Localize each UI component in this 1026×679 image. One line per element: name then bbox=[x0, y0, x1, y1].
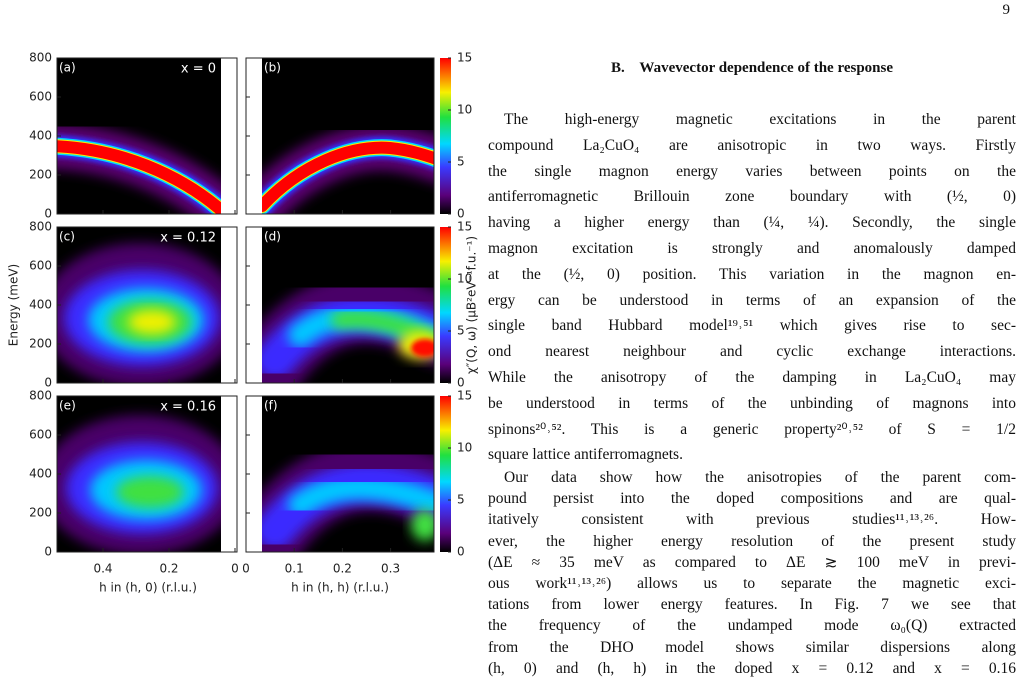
panel-label: (f) bbox=[264, 399, 278, 413]
panel-annotation: x = 0 bbox=[181, 62, 216, 77]
y-tick-label: 0 bbox=[44, 207, 52, 221]
text-line: While the anisotropy of the damping in L… bbox=[488, 369, 1016, 386]
y-tick-label: 400 bbox=[29, 467, 52, 481]
y-tick-label: 800 bbox=[29, 220, 52, 234]
x-tick-label: 0.4 bbox=[93, 562, 112, 576]
figure: Energy (meV) χ″(Q, ω) (μB²eV⁻¹f.u.⁻¹) h … bbox=[7, 51, 479, 595]
text-line: magnon excitation is strongly and anomal… bbox=[488, 240, 1016, 257]
text-line: single band Hubbard model¹⁹˒⁵¹ which giv… bbox=[488, 317, 1016, 335]
text-line: Our data show how the anisotropies of th… bbox=[504, 469, 1016, 486]
text-line: pound persist into the doped composition… bbox=[488, 490, 1016, 508]
panel-label: (e) bbox=[59, 399, 76, 413]
colorbar-tick-label: 5 bbox=[457, 155, 465, 169]
text-line: ergy can be understood in terms of an ex… bbox=[488, 291, 1016, 309]
colorbar-tick-label: 15 bbox=[457, 220, 472, 234]
text-line: itatively consistent with previous studi… bbox=[488, 511, 1016, 529]
panel-annotation: x = 0.12 bbox=[160, 231, 216, 246]
colorbar-tick-label: 10 bbox=[457, 272, 472, 286]
colorbar-tick-label: 0 bbox=[457, 207, 465, 221]
colorbar-tick-label: 15 bbox=[457, 389, 472, 403]
heatmaps bbox=[56, 57, 451, 553]
colorbar-tick-label: 15 bbox=[457, 51, 472, 65]
y-tick-label: 200 bbox=[29, 168, 52, 182]
x-tick-label: 0.2 bbox=[333, 562, 352, 576]
y-tick-label: 800 bbox=[29, 389, 52, 403]
y-tick-label: 800 bbox=[29, 51, 52, 65]
colorbar-tick-label: 5 bbox=[457, 324, 465, 338]
colorbar-tick-label: 10 bbox=[457, 441, 472, 455]
x-tick-label: 0.3 bbox=[381, 562, 400, 576]
text-line: compound La₂CuO₄ are anisotropic in two … bbox=[488, 136, 1016, 154]
section-heading: B. Wavevector dependence of the response bbox=[610, 60, 894, 76]
colorbar-title: χ″(Q, ω) (μB²eV⁻¹f.u.⁻¹) bbox=[465, 236, 479, 374]
x-tick-label: 0.1 bbox=[285, 562, 304, 576]
y-tick-label: 600 bbox=[29, 259, 52, 273]
x-tick-label: 0 bbox=[231, 562, 239, 576]
x-axis-title: h in (h, 0) (r.l.u.) bbox=[99, 581, 197, 595]
y-tick-label: 200 bbox=[29, 506, 52, 520]
y-tick-label: 400 bbox=[29, 298, 52, 312]
y-tick-label: 0 bbox=[44, 545, 52, 559]
y-tick-label: 400 bbox=[29, 129, 52, 143]
panel-label: (b) bbox=[264, 61, 281, 75]
text-line: having a higher energy than (¼, ¼). Seco… bbox=[488, 214, 1016, 232]
text-line: square lattice antiferromagnets. bbox=[488, 446, 683, 464]
text-line: tations from lower energy features. In F… bbox=[488, 596, 1016, 614]
text-line: at the (½, 0) position. This variation i… bbox=[488, 265, 1016, 283]
y-tick-label: 600 bbox=[29, 90, 52, 104]
y-tick-label: 0 bbox=[44, 376, 52, 390]
x-tick-label: 0 bbox=[242, 562, 250, 576]
panel-label: (c) bbox=[59, 230, 75, 244]
text-line: ous work¹¹˒¹³˒²⁶) allows us to separate … bbox=[488, 575, 1016, 592]
text-line: be understood in terms of the unbinding … bbox=[488, 394, 1016, 412]
page-number: 9 bbox=[1002, 2, 1011, 18]
text-line: (h, 0) and (h, h) in the doped x = 0.12 … bbox=[488, 659, 1016, 677]
text-line: the frequency of the undamped mode ω₀(Q)… bbox=[488, 617, 1016, 635]
panel-label: (d) bbox=[264, 230, 281, 244]
y-tick-label: 200 bbox=[29, 337, 52, 351]
x-axis-title: h in (h, h) (r.l.u.) bbox=[291, 581, 389, 595]
x-tick-label: 0.2 bbox=[159, 562, 178, 576]
text-line: ond nearest neighbour and cyclic exchang… bbox=[488, 343, 1016, 361]
page: 9 B. Wavevector dependence of the respon… bbox=[6, 2, 1016, 677]
y-tick-label: 600 bbox=[29, 428, 52, 442]
text-line: The high-energy magnetic excitations in … bbox=[504, 111, 1016, 128]
text-line: (ΔE ≈ 35 meV as compared to ΔE ≳ 100 meV… bbox=[488, 553, 1016, 571]
colorbar-tick-label: 0 bbox=[457, 376, 465, 390]
panel-label: (a) bbox=[59, 61, 76, 75]
panel-annotation: x = 0.16 bbox=[160, 400, 216, 415]
text-line: spinons²⁰˒⁵². This is a generic property… bbox=[488, 420, 1016, 438]
text-line: the single magnon energy varies between … bbox=[488, 162, 1016, 180]
text-line: from the DHO model shows similar dispers… bbox=[488, 638, 1016, 656]
text-line: antiferromagnetic Brillouin zone boundar… bbox=[488, 188, 1016, 206]
text-line: ever, the higher energy resolution of th… bbox=[488, 532, 1016, 550]
colorbar-tick-label: 0 bbox=[457, 545, 465, 559]
colorbar-tick-label: 10 bbox=[457, 103, 472, 117]
y-axis-title: Energy (meV) bbox=[7, 264, 21, 346]
colorbar-tick-label: 5 bbox=[457, 493, 465, 507]
